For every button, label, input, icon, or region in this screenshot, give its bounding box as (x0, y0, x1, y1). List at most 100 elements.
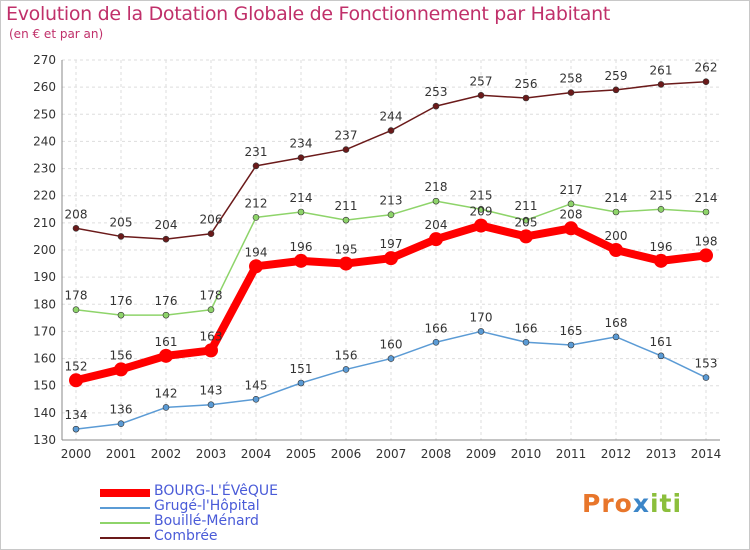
series-2-point-5 (297, 208, 305, 216)
series-0-label-8: 204 (425, 218, 448, 232)
x-tick-label-9: 2009 (466, 447, 497, 461)
series-0-point-10 (519, 229, 533, 244)
series-2-point-7 (387, 211, 395, 219)
series-3-label-3: 206 (200, 213, 223, 227)
series-3-point-12 (612, 86, 620, 94)
series-1-label-8: 166 (425, 321, 448, 335)
series-2-label-4: 212 (245, 196, 268, 210)
series-lines (69, 78, 713, 433)
series-0-point-13 (654, 253, 668, 268)
series-3-label-8: 253 (425, 85, 448, 99)
series-1-point-2 (162, 404, 170, 411)
series-1-point-4 (252, 395, 260, 403)
y-tick-label-0: 130 (33, 433, 56, 447)
series-2-label-10: 211 (515, 199, 538, 213)
y-tick-label-1: 140 (33, 406, 56, 420)
series-2-point-2 (162, 311, 170, 319)
y-tick-label-3: 160 (33, 352, 56, 366)
y-tick-label-2: 150 (33, 379, 56, 393)
legend-swatch-2 (100, 522, 150, 524)
series-3-point-8 (432, 102, 440, 110)
series-2-point-8 (432, 197, 440, 205)
series-3-point-6 (342, 146, 350, 153)
legend-label-0: BOURG-L'ÉVêQUE (154, 483, 278, 499)
series-0-point-8 (429, 232, 443, 247)
series-3-point-11 (567, 89, 575, 96)
series-0-label-1: 156 (110, 348, 133, 362)
series-2-point-6 (342, 216, 350, 224)
series-3-label-0: 208 (65, 207, 88, 221)
series-1-label-3: 143 (200, 384, 223, 398)
series-3-label-5: 234 (290, 137, 313, 151)
series-1-label-7: 160 (380, 338, 403, 352)
series-1-point-3 (207, 401, 215, 409)
series-2-label-14: 214 (695, 191, 718, 205)
series-0-label-14: 198 (695, 234, 718, 248)
series-3-label-1: 205 (110, 215, 133, 229)
x-tick-label-2: 2002 (151, 447, 182, 461)
x-tick-label-5: 2005 (286, 447, 317, 461)
x-tick-label-10: 2010 (511, 447, 542, 461)
series-1-label-4: 145 (245, 378, 268, 392)
series-3-label-10: 256 (515, 77, 538, 91)
series-3-point-2 (162, 235, 170, 243)
series-2-label-7: 213 (380, 194, 403, 208)
x-tick-label-14: 2014 (691, 447, 722, 461)
series-2-point-1 (117, 311, 125, 319)
series-1-point-13 (657, 352, 665, 360)
series-3-point-13 (657, 81, 665, 88)
series-1-point-1 (117, 420, 125, 428)
series-3-label-6: 237 (335, 129, 358, 143)
logo-part-2: x (632, 489, 650, 518)
series-2-label-11: 217 (560, 183, 583, 197)
series-0-point-5 (294, 253, 308, 268)
series-0-point-12 (609, 243, 623, 257)
series-0-point-11 (564, 221, 578, 236)
y-tick-label-4: 170 (33, 324, 56, 338)
series-0-point-3 (204, 343, 218, 358)
series-0-label-12: 200 (605, 229, 628, 243)
logo-part-3: iti (649, 489, 683, 518)
series-0-point-7 (384, 251, 398, 266)
x-tick-label-12: 2012 (601, 447, 632, 461)
legend-swatch-0 (100, 489, 150, 497)
series-3-point-10 (522, 94, 530, 102)
y-tick-label-13: 260 (33, 80, 56, 94)
x-tick-label-0: 2000 (61, 447, 92, 461)
series-3-label-13: 261 (650, 63, 673, 77)
series-3-label-4: 231 (245, 145, 268, 159)
legend-swatch-1 (100, 507, 150, 509)
series-0-label-5: 196 (290, 240, 313, 254)
series-3-point-9 (477, 91, 485, 99)
series-1-label-10: 166 (515, 321, 538, 335)
series-2-point-0 (72, 306, 80, 314)
x-tick-label-13: 2013 (646, 447, 677, 461)
series-3-point-7 (387, 127, 395, 134)
y-tick-label-7: 200 (33, 243, 56, 257)
series-3-point-1 (117, 233, 125, 240)
series-3-label-14: 262 (695, 61, 718, 75)
series-2-label-3: 178 (200, 289, 223, 303)
series-1-point-0 (72, 425, 80, 433)
series-1-label-11: 165 (560, 324, 583, 338)
series-2-point-3 (207, 306, 215, 314)
proxiti-logo: Proxiti (582, 489, 682, 518)
series-0-point-4 (249, 259, 263, 274)
chart-title: Evolution de la Dotation Globale de Fonc… (6, 3, 611, 25)
data-labels: 208 205 204 206 231 234 237 244 253 257 256 258 259 2… (65, 61, 718, 422)
series-1-point-10 (522, 338, 530, 346)
y-tick-label-11: 240 (33, 134, 56, 148)
series-0-point-14 (699, 248, 713, 263)
series-1-label-2: 142 (155, 386, 178, 400)
y-tick-label-6: 190 (33, 270, 56, 284)
y-tick-label-10: 230 (33, 162, 56, 176)
series-0-label-0: 152 (65, 359, 88, 373)
chart-subtitle: (en € et par an) (9, 27, 104, 41)
series-0-label-9: 209 (470, 205, 493, 219)
series-3-label-12: 259 (605, 69, 628, 83)
logo-part-1: Pro (582, 489, 633, 518)
legend-label-2: Bouillé-Ménard (154, 513, 259, 529)
series-0-point-9 (474, 218, 488, 233)
series-1-label-14: 153 (695, 357, 718, 371)
